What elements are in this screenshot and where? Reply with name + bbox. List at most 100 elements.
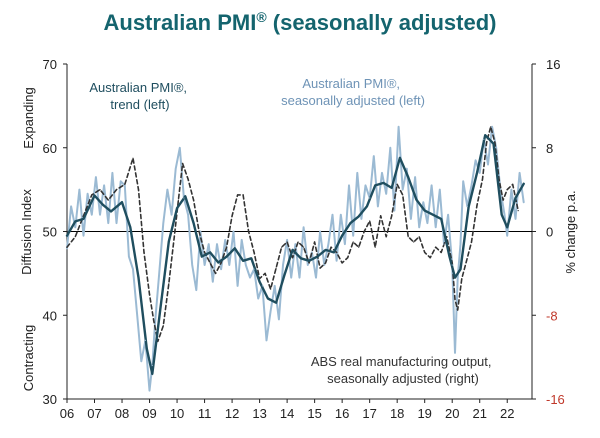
left-tick-label: 40	[43, 308, 57, 323]
data-point-sa	[315, 277, 317, 279]
data-point-trend	[333, 251, 335, 253]
annotation-sa: Australian PMI®, seasonally adjusted (le…	[281, 76, 425, 108]
data-point-sa	[87, 193, 89, 195]
data-point-trend	[121, 201, 123, 203]
data-point-trend	[492, 143, 495, 145]
annotation-sa-line1: Australian PMI®,	[302, 76, 400, 91]
data-point-sa	[470, 184, 473, 186]
x-tick-label: 13	[252, 406, 266, 421]
data-point-sa	[249, 277, 251, 279]
right-tick-labels: 16 8 0 -8 -16	[532, 57, 565, 407]
data-point-sa	[457, 277, 459, 279]
data-point-trend	[209, 251, 211, 253]
data-point-abs-output	[173, 236, 175, 238]
data-point-trend	[201, 256, 203, 258]
data-point-sa	[491, 126, 493, 128]
data-point-sa	[385, 193, 387, 195]
data-point-abs-output	[341, 262, 343, 264]
data-point-trend	[399, 157, 401, 159]
data-point-sa	[439, 189, 441, 191]
data-point-abs-output	[429, 257, 431, 259]
data-point-sa	[82, 235, 85, 237]
data-point-abs-output	[107, 199, 109, 201]
left-tick-label: 30	[43, 392, 57, 407]
annotation-abs: ABS real manufacturing output, seasonall…	[311, 354, 495, 386]
data-point-sa	[257, 297, 259, 300]
data-point-sa	[70, 205, 72, 207]
data-point-trend	[459, 268, 462, 270]
data-point-trend	[374, 184, 376, 186]
data-point-sa	[406, 168, 408, 170]
data-point-sa	[278, 318, 280, 320]
data-point-abs-output	[502, 199, 504, 201]
data-point-abs-output	[314, 241, 316, 243]
x-tick-label: 12	[225, 406, 239, 421]
data-point-sa	[179, 147, 181, 149]
data-point-sa	[95, 176, 97, 178]
data-point-abs-output	[506, 189, 508, 191]
data-point-abs-output	[157, 340, 159, 342]
data-point-sa	[286, 239, 288, 241]
data-point-abs-output	[264, 272, 266, 274]
left-tick-label: 50	[43, 225, 57, 240]
data-point-trend	[501, 214, 503, 216]
data-point-sa	[162, 222, 164, 224]
data-point-trend	[137, 277, 140, 279]
x-tick-label: 20	[445, 406, 459, 421]
data-point-sa	[475, 159, 477, 161]
data-point-trend	[358, 215, 360, 217]
data-point-sa	[183, 197, 185, 199]
data-point-abs-output	[347, 257, 349, 259]
data-point-trend	[242, 260, 244, 262]
data-point-sa	[503, 214, 506, 216]
data-point-sa	[136, 314, 138, 316]
data-point-sa	[140, 360, 142, 362]
data-point-sa	[115, 222, 118, 224]
data-point-abs-output	[440, 251, 442, 253]
data-point-sa	[348, 184, 350, 186]
data-point-sa	[422, 201, 424, 203]
data-point-abs-output	[308, 262, 310, 264]
data-point-abs-output	[451, 262, 453, 264]
series-line-sa	[66, 125, 525, 392]
data-point-abs-output	[380, 215, 382, 217]
data-point-trend	[484, 134, 486, 136]
data-point-abs-output	[385, 236, 387, 238]
data-point-sa	[356, 172, 358, 174]
data-point-abs-output	[490, 126, 492, 128]
data-point-sa	[148, 390, 151, 392]
data-point-trend	[325, 249, 327, 251]
data-point-sa	[393, 210, 395, 212]
x-tick-labels: 06 07 08 09 10 11 12 13 14 15 16 17 18 19 20 21 22	[60, 399, 514, 421]
data-point-trend	[316, 256, 318, 258]
data-point-sa	[294, 243, 296, 245]
x-tick-label: 09	[142, 406, 156, 421]
x-tick-label: 07	[87, 406, 101, 421]
data-point-abs-output	[286, 241, 288, 243]
data-point-sa	[120, 180, 122, 182]
data-point-trend	[476, 172, 478, 174]
data-point-trend	[146, 348, 148, 350]
data-point-sa	[331, 214, 334, 216]
data-point-abs-output	[115, 189, 118, 191]
data-points	[66, 126, 525, 392]
data-point-abs-output	[512, 183, 514, 185]
right-tick-label: 0	[546, 225, 553, 240]
data-point-sa	[319, 230, 321, 233]
data-point-abs-output	[481, 178, 484, 180]
data-point-trend	[267, 297, 269, 300]
data-point-sa	[426, 222, 428, 224]
data-point-sa	[483, 138, 485, 140]
data-point-sa	[510, 189, 512, 191]
data-point-abs-output	[358, 246, 360, 248]
data-point-abs-output	[209, 262, 211, 264]
data-point-abs-output	[476, 204, 478, 206]
data-point-abs-output	[242, 194, 244, 196]
data-point-trend	[366, 205, 368, 207]
data-point-sa	[216, 243, 218, 245]
data-point-sa	[265, 339, 268, 341]
data-point-sa	[132, 268, 134, 270]
left-tick-label: 60	[43, 141, 57, 156]
data-point-sa	[166, 189, 168, 191]
